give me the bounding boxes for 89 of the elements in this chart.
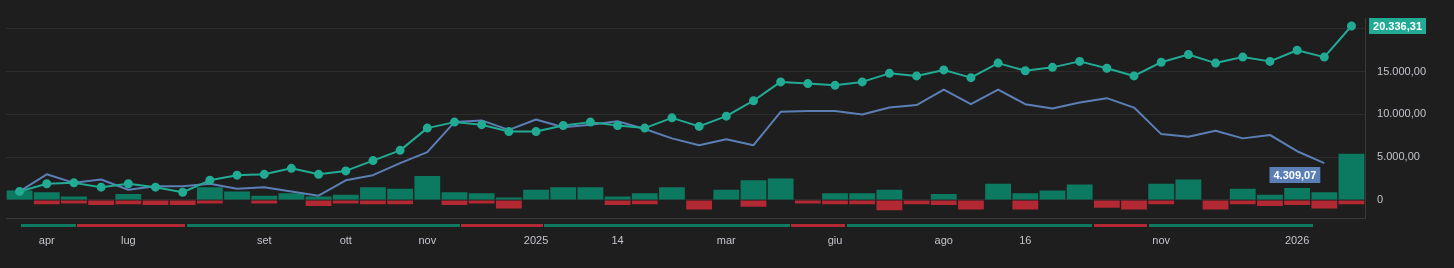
point <box>558 121 568 131</box>
x-tick-label: 16 <box>1019 234 1032 247</box>
x-tick-label: nov <box>1152 234 1171 247</box>
point <box>1183 50 1193 60</box>
point <box>1020 66 1030 76</box>
point <box>1265 56 1275 66</box>
point <box>449 117 459 127</box>
bar <box>1202 200 1229 210</box>
point <box>776 77 786 87</box>
bar <box>740 180 767 200</box>
point <box>504 127 514 137</box>
point <box>151 182 160 192</box>
point <box>232 170 242 180</box>
point <box>803 79 813 89</box>
point <box>640 123 650 133</box>
point <box>1319 52 1329 62</box>
x-tick-label: 14 <box>611 234 624 247</box>
bar <box>686 200 713 210</box>
point <box>1292 45 1302 55</box>
bar <box>142 200 169 206</box>
point <box>96 182 106 192</box>
point <box>585 117 595 127</box>
bar <box>1066 184 1093 200</box>
point <box>1129 71 1139 81</box>
bar <box>767 178 794 200</box>
bar <box>1338 153 1365 200</box>
point <box>613 121 623 131</box>
point <box>205 175 215 185</box>
bar <box>930 193 957 200</box>
point <box>178 187 188 197</box>
x-tick-label: nov <box>418 234 437 247</box>
point <box>341 166 351 176</box>
bar <box>631 200 658 205</box>
point <box>15 186 25 196</box>
bar <box>251 200 278 204</box>
point <box>1102 63 1112 73</box>
point <box>259 169 269 179</box>
data-label: 4.309,07 <box>1273 169 1317 182</box>
point <box>395 145 405 155</box>
point <box>1238 52 1248 62</box>
point <box>857 77 867 87</box>
point <box>314 169 324 179</box>
point <box>477 120 487 130</box>
point <box>286 163 296 173</box>
point <box>694 121 704 131</box>
bar <box>604 200 631 206</box>
bar <box>441 192 468 200</box>
point <box>422 123 432 133</box>
point <box>531 127 541 137</box>
point <box>123 179 133 189</box>
point <box>884 68 894 78</box>
point <box>721 111 731 121</box>
point <box>42 179 52 189</box>
x-tick-label: 2025 <box>523 234 549 247</box>
point <box>1156 57 1166 67</box>
bar <box>740 200 767 207</box>
y-tick-label: 10.000,00 <box>1377 107 1426 120</box>
point <box>69 178 79 188</box>
x-tick-label: lug <box>120 234 136 247</box>
y-tick-label: 0 <box>1377 193 1384 206</box>
x-tick-label: giu <box>827 234 843 247</box>
point <box>1211 58 1221 68</box>
bar <box>1338 200 1365 205</box>
y-tick-label: 15.000,00 <box>1377 64 1426 77</box>
x-tick-label: apr <box>38 234 56 247</box>
data-label: 20.336,31 <box>1373 20 1422 33</box>
point <box>1075 56 1085 66</box>
point <box>368 156 378 166</box>
x-tick-label: set <box>256 234 272 247</box>
point <box>939 65 949 75</box>
point <box>667 113 677 123</box>
bar <box>1012 200 1039 210</box>
bar <box>305 200 332 206</box>
point <box>912 71 922 81</box>
x-tick-label: 2026 <box>1284 234 1310 247</box>
y-tick-label: 5.000,00 <box>1377 150 1420 163</box>
bar <box>441 200 468 206</box>
point <box>993 58 1003 68</box>
point <box>966 73 976 83</box>
x-tick-label: ago <box>934 234 953 247</box>
point <box>748 96 758 106</box>
point <box>830 80 840 90</box>
x-tick-label: ott <box>339 234 352 247</box>
point <box>1346 21 1356 31</box>
x-tick-label: mar <box>716 234 737 247</box>
bar <box>115 193 142 200</box>
bar <box>713 189 740 200</box>
bar <box>903 200 930 205</box>
point <box>1047 62 1057 72</box>
